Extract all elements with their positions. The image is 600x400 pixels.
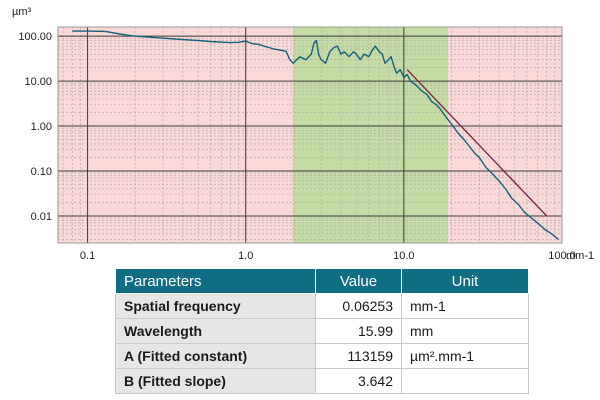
x-tick-label: 1.0 bbox=[238, 250, 253, 262]
param-value: 0.06253 bbox=[315, 293, 402, 319]
param-name: B (Fitted slope) bbox=[115, 368, 316, 394]
fit-layer bbox=[406, 69, 548, 217]
series-layer bbox=[72, 30, 559, 240]
parameters-table: Parameters Value Unit Spatial frequency … bbox=[115, 268, 529, 394]
param-unit: µm².mm-1 bbox=[401, 343, 529, 369]
table-row: A (Fitted constant) 113159 µm².mm-1 bbox=[115, 343, 529, 369]
y-tick-label: 1.00 bbox=[31, 121, 52, 133]
param-name: A (Fitted constant) bbox=[115, 343, 316, 369]
table-header-row: Parameters Value Unit bbox=[115, 268, 529, 294]
minor-grid bbox=[58, 27, 562, 243]
param-unit bbox=[401, 368, 529, 394]
psd-chart: 0.1 1.0 10.0 100.0 100.0010.001.000.100.01 … bbox=[12, 6, 594, 262]
highlight-band bbox=[293, 27, 448, 243]
y-tick-label: 0.01 bbox=[31, 211, 52, 223]
x-axis-ticks: 0.1 1.0 10.0 100.0 bbox=[80, 250, 576, 262]
table-row: Wavelength 15.99 mm bbox=[115, 318, 529, 344]
header-value: Value bbox=[315, 268, 402, 294]
y-tick-label: 0.10 bbox=[31, 166, 52, 178]
series-line bbox=[72, 30, 559, 240]
param-name: Wavelength bbox=[115, 318, 316, 344]
x-tick-label: 0.1 bbox=[80, 250, 95, 262]
table-row: Spatial frequency 0.06253 mm-1 bbox=[115, 293, 529, 319]
major-grid bbox=[58, 27, 563, 243]
plot-border bbox=[57, 26, 563, 244]
y-tick-label: 10.00 bbox=[24, 76, 52, 88]
header-parameters: Parameters bbox=[115, 268, 316, 294]
header-unit: Unit bbox=[401, 268, 529, 294]
fit-line bbox=[406, 69, 548, 217]
y-tick-label: 100.00 bbox=[18, 31, 52, 43]
table-row: B (Fitted slope) 3.642 bbox=[115, 368, 529, 394]
x-tick-label: 100.0 bbox=[548, 250, 576, 262]
x-tick-label: 10.0 bbox=[393, 250, 414, 262]
param-value: 15.99 bbox=[315, 318, 402, 344]
param-value: 3.642 bbox=[315, 368, 402, 394]
y-axis-unit: µm³ bbox=[12, 6, 32, 18]
y-axis-ticks: 100.00 10.00 1.00 0.10 0.01 bbox=[18, 31, 52, 223]
param-name: Spatial frequency bbox=[115, 293, 316, 319]
param-unit: mm bbox=[401, 318, 529, 344]
param-value: 113159 bbox=[315, 343, 402, 369]
x-axis-unit: mm-1 bbox=[566, 250, 594, 262]
param-unit: mm-1 bbox=[401, 293, 529, 319]
